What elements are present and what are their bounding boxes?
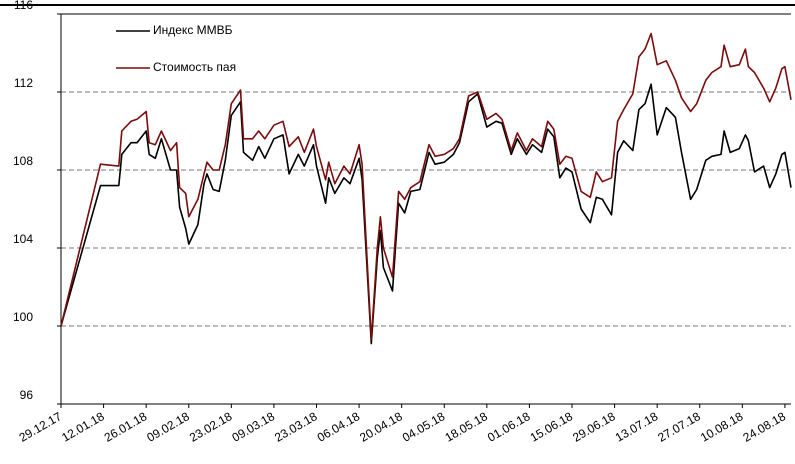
x-tick-label: 06.04.18	[315, 409, 363, 445]
legend-label: Индекс ММВБ	[153, 23, 233, 37]
x-tick-label: 10.08.18	[698, 409, 746, 445]
x-tick-label: 18.05.18	[442, 409, 490, 445]
x-tick-label: 26.01.18	[102, 409, 150, 445]
legend-label: Стоимость пая	[153, 60, 236, 74]
x-tick-label: 09.02.18	[144, 409, 192, 445]
x-tick-label: 01.06.18	[485, 409, 533, 445]
x-tick-label: 04.05.18	[400, 409, 448, 445]
x-tick-label: 27.07.18	[655, 409, 703, 445]
x-tick-label: 15.06.18	[528, 409, 576, 445]
x-tick-label: 29.12.17	[17, 409, 65, 445]
y-tick-label: 112	[14, 76, 33, 90]
x-tick-label: 12.01.18	[59, 409, 107, 445]
x-tick-label: 09.03.18	[230, 409, 278, 445]
y-tick-label: 116	[14, 0, 33, 12]
x-tick-label: 24.08.18	[741, 409, 789, 445]
x-tick-label: 23.02.18	[187, 409, 235, 445]
x-tick-label: 20.04.18	[357, 409, 405, 445]
y-tick-label: 108	[13, 154, 33, 168]
series-line	[60, 83, 792, 345]
series-line	[60, 32, 792, 341]
y-tick-label: 100	[13, 310, 33, 324]
x-tick-label: 23.03.18	[272, 409, 320, 445]
x-tick-label: 29.06.18	[570, 409, 618, 445]
x-tick-label: 13.07.18	[613, 409, 661, 445]
y-tick-label: 104	[13, 232, 33, 246]
y-tick-label: 96	[20, 388, 34, 402]
